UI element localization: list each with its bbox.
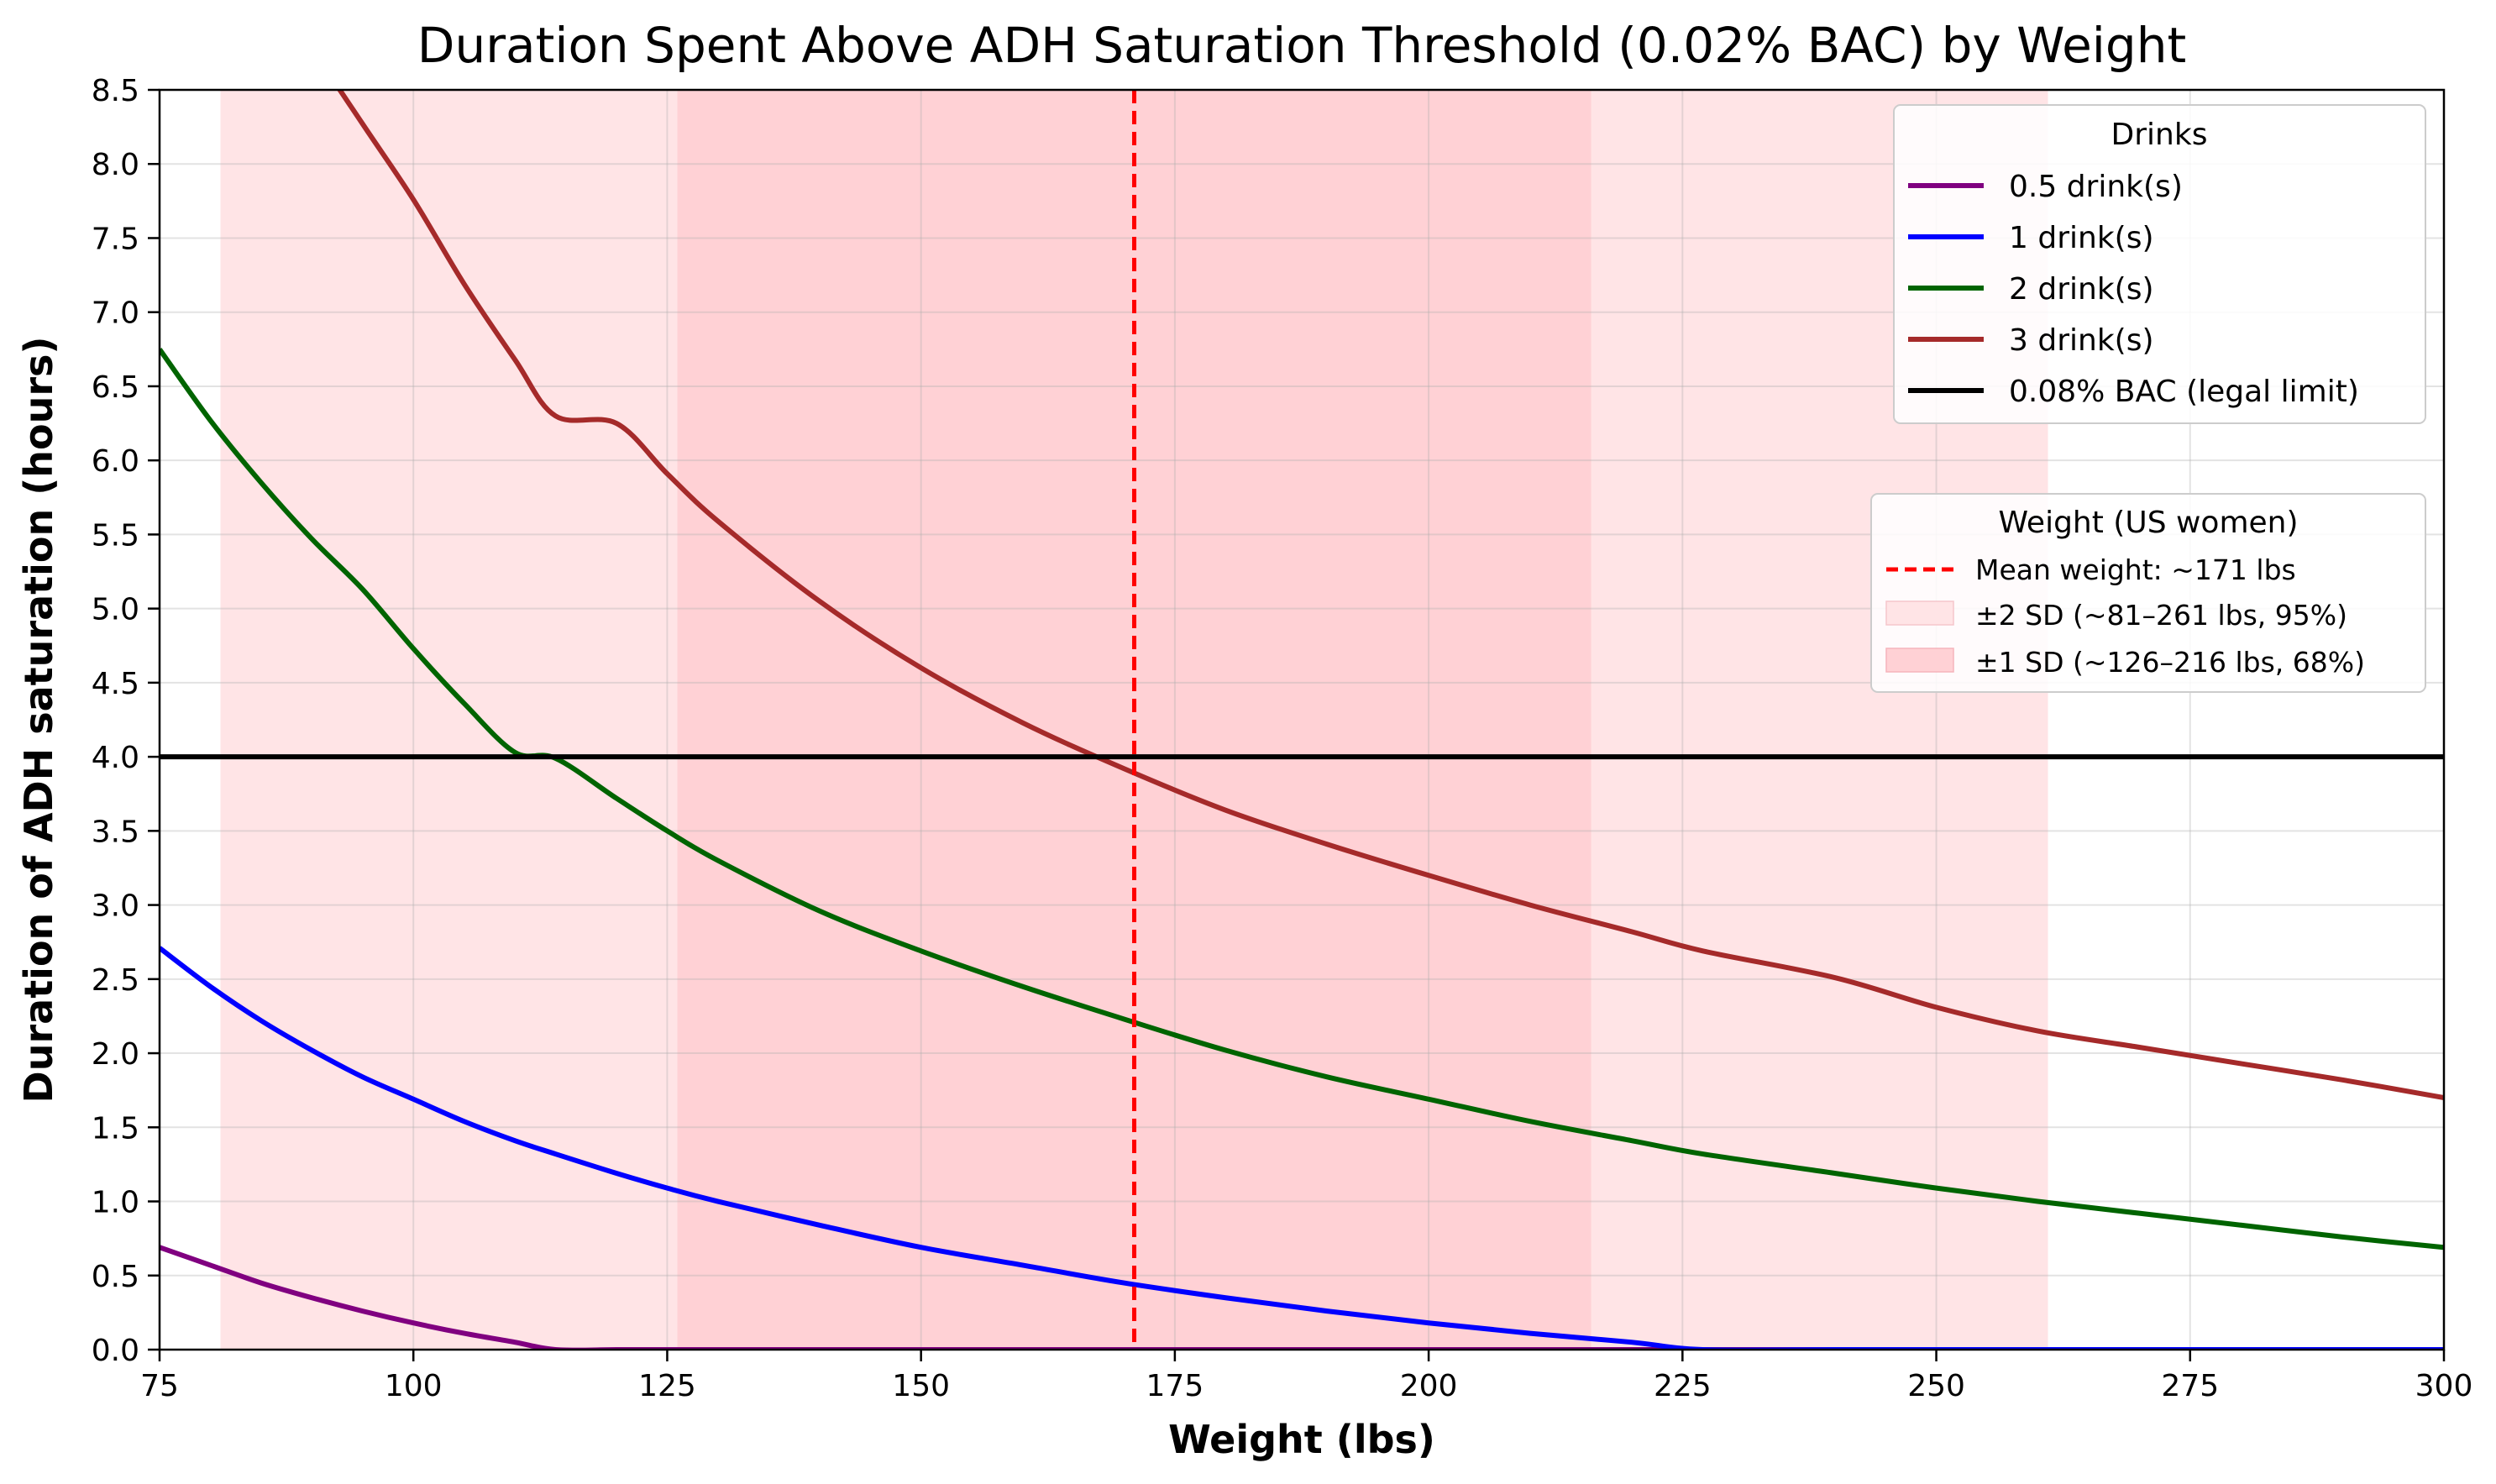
y-tick-label: 4.5 — [92, 667, 139, 701]
x-tick-label: 75 — [140, 1369, 179, 1403]
legend-mean-label: Mean weight: ~171 lbs — [1975, 553, 2296, 586]
y-tick-label: 4.0 — [92, 741, 139, 775]
y-axis-label: Duration of ADH saturation (hours) — [16, 337, 61, 1104]
series-line-1-drink-s — [160, 946, 2444, 1350]
plot-area — [158, 88, 2446, 1351]
weight-legend-title: Weight (US women) — [1998, 506, 2298, 540]
weight-legend: Weight (US women) Mean weight: ~171 lbs … — [1870, 493, 2426, 693]
drinks-legend-title: Drinks — [2111, 118, 2208, 152]
series-line-2-drink-s — [160, 348, 2444, 1251]
y-tick-label: 1.0 — [92, 1186, 139, 1220]
legend-label: 0.5 drink(s) — [2009, 170, 2183, 204]
y-tick-label: 5.5 — [92, 518, 139, 553]
x-tick-label: 275 — [2161, 1369, 2219, 1403]
legend-label: 0.08% BAC (legal limit) — [2009, 375, 2359, 409]
x-tick-label: 175 — [1146, 1369, 1204, 1403]
chart-title: Duration Spent Above ADH Saturation Thre… — [417, 17, 2186, 74]
drinks-legend: Drinks 0.5 drink(s) 1 drink(s) 2 drink(s) 3… — [1893, 104, 2426, 424]
x-tick-label: 225 — [1654, 1369, 1712, 1403]
y-tick-label: 6.0 — [92, 444, 139, 479]
y-axis-ticks: 0.0 0.5 1.0 1.5 2.0 2.5 3.0 3.5 4.0 4.5 5.0 5.5 6.0 6… — [92, 74, 160, 1368]
y-tick-label: 8.0 — [92, 148, 139, 182]
x-tick-label: 125 — [638, 1369, 696, 1403]
y-tick-label: 3.0 — [92, 889, 139, 924]
plot-frame — [158, 88, 2446, 1351]
drinks-legend-box — [1893, 104, 2426, 424]
x-axis-label: Weight (lbs) — [1168, 1417, 1435, 1462]
legend-label: 3 drink(s) — [2009, 323, 2154, 358]
series-line-3-drink-s — [336, 90, 2444, 1100]
weight-legend-box — [1870, 493, 2426, 693]
x-tick-label: 200 — [1400, 1369, 1458, 1403]
y-tick-label: 2.5 — [92, 963, 139, 998]
x-axis-ticks: 75 100 125 150 175 200 225 250 275 300 — [140, 1350, 2472, 1403]
x-tick-label: 100 — [385, 1369, 443, 1403]
x-tick-label: 150 — [892, 1369, 950, 1403]
y-tick-label: 6.5 — [92, 370, 139, 405]
y-tick-label: 3.5 — [92, 815, 139, 849]
x-tick-label: 300 — [2415, 1369, 2473, 1403]
y-tick-label: 1.5 — [92, 1111, 139, 1146]
y-tick-label: 5.0 — [92, 593, 139, 627]
x-tick-label: 250 — [1907, 1369, 1965, 1403]
legend-label: 1 drink(s) — [2009, 221, 2154, 255]
legend-2sd-label: ±2 SD (~81–261 lbs, 95%) — [1975, 599, 2347, 632]
drinks-legend-entries: 0.5 drink(s) 1 drink(s) 2 drink(s) 3 drink(… — [1908, 170, 2359, 409]
legend-2sd-swatch — [1885, 600, 1954, 626]
y-tick-label: 7.5 — [92, 222, 139, 256]
legend-label: 2 drink(s) — [2009, 272, 2154, 307]
y-tick-label: 0.5 — [92, 1260, 139, 1294]
y-tick-label: 7.0 — [92, 296, 139, 331]
y-tick-label: 2.0 — [92, 1037, 139, 1072]
y-tick-label: 8.5 — [92, 74, 139, 108]
legend-1sd-label: ±1 SD (~126–216 lbs, 68%) — [1975, 646, 2365, 679]
y-tick-label: 0.0 — [92, 1334, 139, 1368]
legend-1sd-swatch — [1885, 648, 1954, 673]
